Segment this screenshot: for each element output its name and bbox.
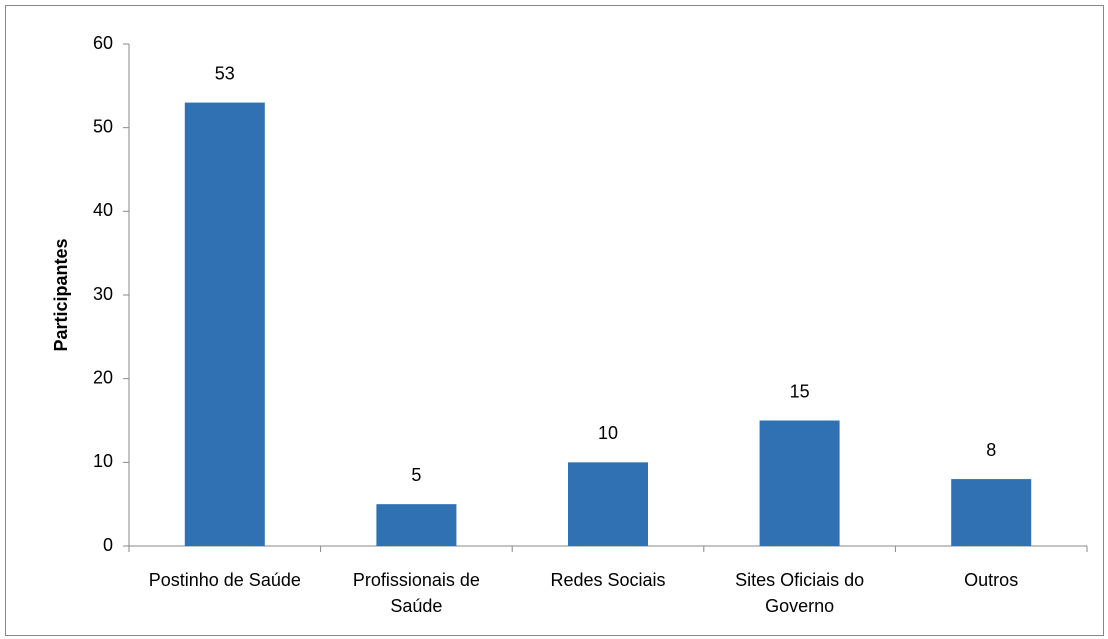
y-tick-label: 50 bbox=[93, 116, 113, 136]
y-tick-label: 20 bbox=[93, 367, 113, 387]
x-tick-label: Postinho de Saúde bbox=[148, 570, 301, 590]
bar bbox=[376, 504, 457, 546]
data-label: 8 bbox=[986, 440, 996, 460]
data-label: 15 bbox=[790, 381, 810, 401]
x-tick-label: Outros bbox=[964, 570, 1019, 590]
data-label: 53 bbox=[215, 63, 235, 83]
data-label: 5 bbox=[411, 465, 421, 485]
x-tick-label: Redes Sociais bbox=[550, 570, 666, 590]
y-tick-label: 40 bbox=[93, 200, 113, 220]
y-tick-label: 60 bbox=[93, 33, 113, 53]
y-axis-label: Participantes bbox=[51, 238, 71, 351]
data-label: 10 bbox=[598, 423, 618, 443]
chart-border bbox=[5, 5, 1104, 636]
bar bbox=[759, 420, 840, 546]
bar bbox=[568, 462, 648, 546]
x-tick-label: Sites Oficiais do Governo bbox=[735, 570, 865, 616]
bar bbox=[951, 479, 1032, 546]
bar bbox=[184, 102, 265, 547]
y-tick-label: 10 bbox=[93, 451, 113, 471]
x-tick-label: Profissionais de Saúde bbox=[352, 570, 480, 616]
y-tick-label: 0 bbox=[103, 535, 113, 555]
y-tick-label: 30 bbox=[93, 284, 113, 304]
